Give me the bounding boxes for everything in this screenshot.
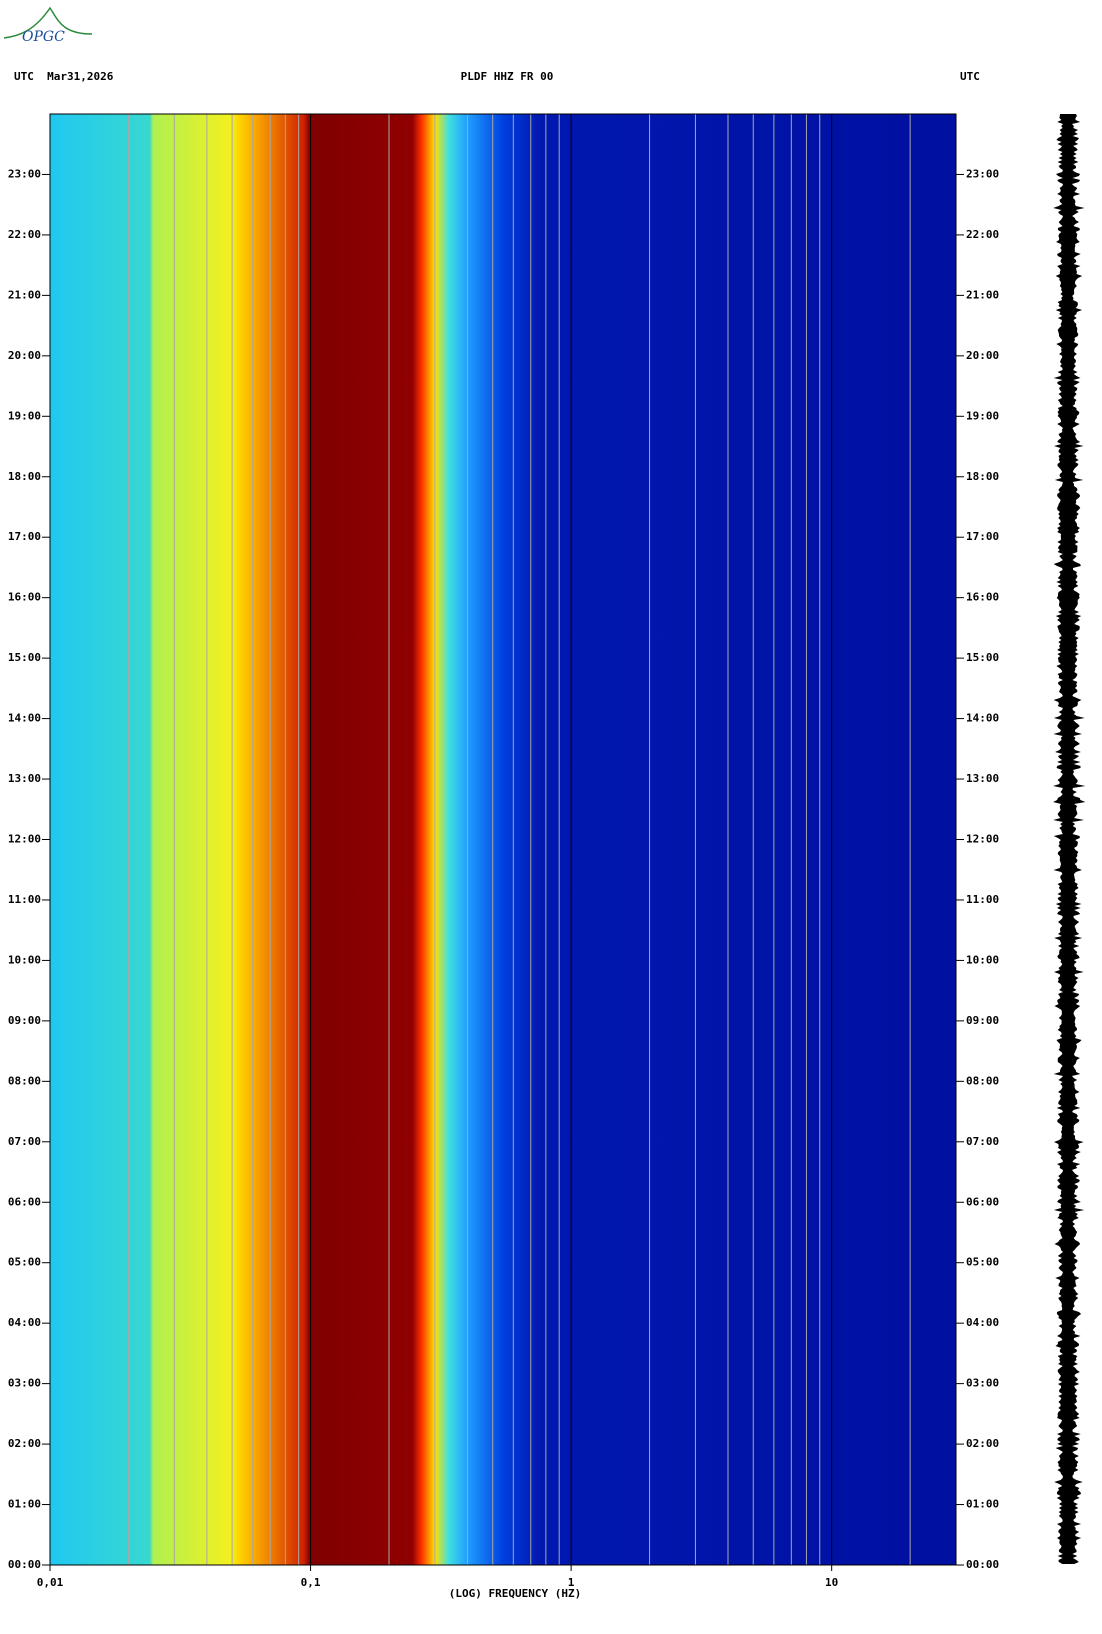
- y-tick-label-right: 12:00: [966, 833, 999, 846]
- y-tick-label-right: 21:00: [966, 288, 999, 301]
- y-tick-label: 06:00: [8, 1195, 41, 1208]
- y-tick-label-right: 11:00: [966, 893, 999, 906]
- x-tick-label: 10: [825, 1576, 838, 1589]
- y-tick-label-right: 14:00: [966, 712, 999, 725]
- y-tick-label-right: 08:00: [966, 1074, 999, 1087]
- y-tick-label-right: 09:00: [966, 1014, 999, 1027]
- seismogram-trace: [1053, 114, 1086, 1564]
- spectrogram: [50, 114, 956, 1565]
- y-tick-label: 23:00: [8, 167, 41, 180]
- y-tick-label-right: 19:00: [966, 409, 999, 422]
- y-tick-label: 15:00: [8, 651, 41, 664]
- x-tick-label: 0,1: [301, 1576, 321, 1589]
- y-tick-label: 19:00: [8, 409, 41, 422]
- y-tick-label: 01:00: [8, 1498, 41, 1511]
- y-tick-label-right: 04:00: [966, 1316, 999, 1329]
- y-tick-label: 08:00: [8, 1074, 41, 1087]
- x-axis-label: (LOG) FREQUENCY (HZ): [449, 1587, 581, 1600]
- y-tick-label: 13:00: [8, 772, 41, 785]
- logo-curve: [3, 6, 93, 39]
- y-tick-label: 04:00: [8, 1316, 41, 1329]
- y-tick-label: 10:00: [8, 953, 41, 966]
- y-tick-label-right: 07:00: [966, 1135, 999, 1148]
- y-tick-label: 16:00: [8, 591, 41, 604]
- y-tick-label: 07:00: [8, 1135, 41, 1148]
- y-tick-label-right: 17:00: [966, 530, 999, 543]
- y-tick-label-right: 00:00: [966, 1558, 999, 1571]
- y-tick-label: 00:00: [8, 1558, 41, 1571]
- y-tick-label-right: 22:00: [966, 228, 999, 241]
- y-tick-label: 02:00: [8, 1437, 41, 1450]
- plot-frame: [49, 113, 957, 1566]
- y-tick-label: 14:00: [8, 712, 41, 725]
- y-tick-label-right: 10:00: [966, 953, 999, 966]
- y-tick-label: 18:00: [8, 470, 41, 483]
- y-tick-label: 22:00: [8, 228, 41, 241]
- y-tick-label-right: 01:00: [966, 1498, 999, 1511]
- header-left: UTC Mar31,2026: [14, 70, 114, 83]
- x-tick-label: 1: [568, 1576, 575, 1589]
- y-tick-label: 21:00: [8, 288, 41, 301]
- header-right: UTC: [960, 70, 980, 83]
- y-tick-label-right: 03:00: [966, 1377, 999, 1390]
- chart-title: PLDF HHZ FR 00: [461, 70, 554, 83]
- y-tick-label-right: 15:00: [966, 651, 999, 664]
- y-tick-label-right: 06:00: [966, 1195, 999, 1208]
- y-tick-label-right: 13:00: [966, 772, 999, 785]
- y-tick-label-right: 23:00: [966, 167, 999, 180]
- y-tick-label-right: 05:00: [966, 1256, 999, 1269]
- y-tick-label: 11:00: [8, 893, 41, 906]
- y-tick-label: 17:00: [8, 530, 41, 543]
- x-tick-label: 0,01: [37, 1576, 64, 1589]
- y-tick-label: 12:00: [8, 833, 41, 846]
- y-tick-label: 20:00: [8, 349, 41, 362]
- y-tick-label-right: 18:00: [966, 470, 999, 483]
- y-tick-label-right: 16:00: [966, 591, 999, 604]
- y-tick-label-right: 02:00: [966, 1437, 999, 1450]
- y-tick-label-right: 20:00: [966, 349, 999, 362]
- y-tick-label: 05:00: [8, 1256, 41, 1269]
- y-tick-label: 09:00: [8, 1014, 41, 1027]
- y-tick-label: 03:00: [8, 1377, 41, 1390]
- logo: OPGC: [22, 29, 65, 45]
